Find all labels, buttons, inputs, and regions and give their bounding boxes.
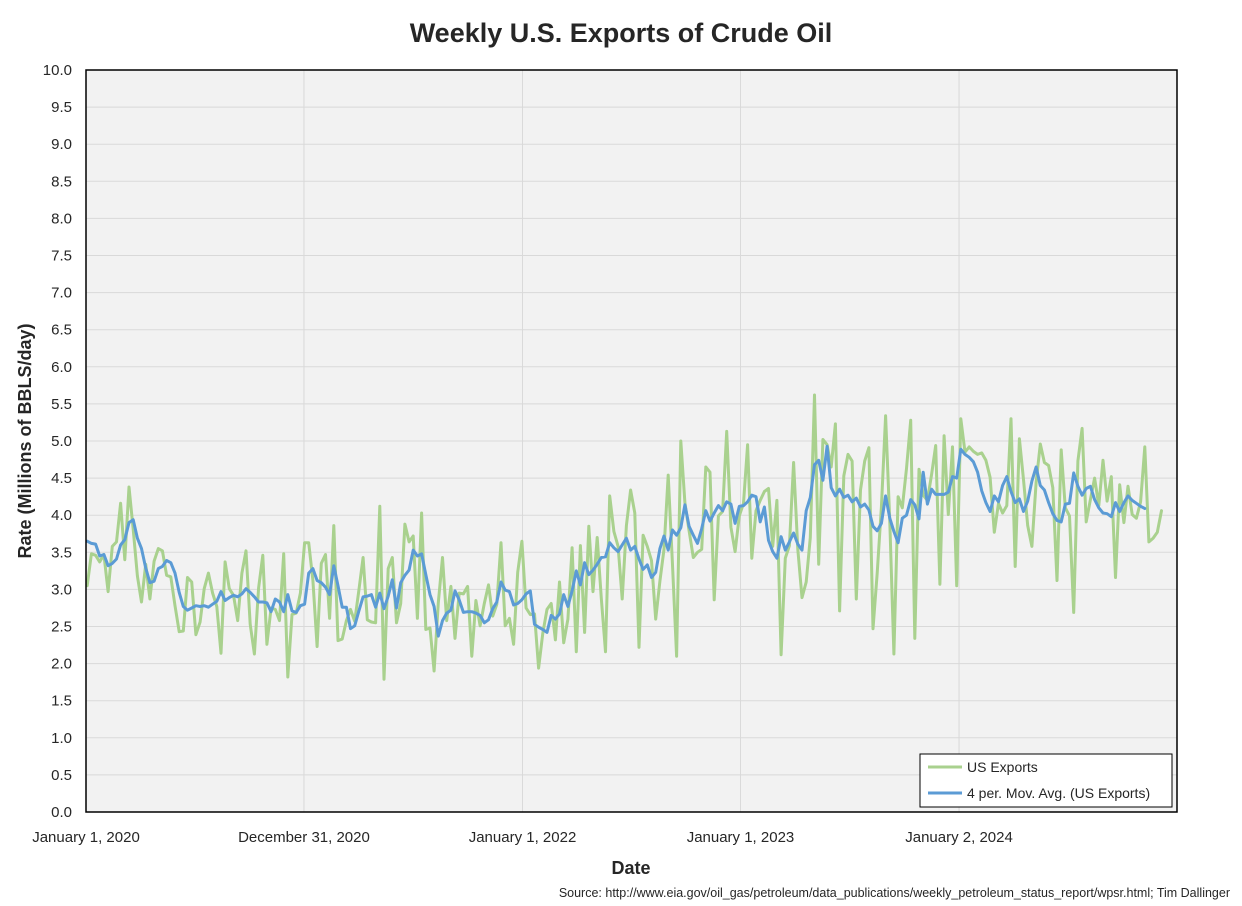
y-tick-label: 6.0 xyxy=(51,359,72,376)
y-tick-label: 8.5 xyxy=(51,173,72,190)
y-tick-label: 3.5 xyxy=(51,544,72,561)
y-tick-label: 4.5 xyxy=(51,470,72,487)
y-tick-label: 0.5 xyxy=(51,767,72,784)
y-tick-label: 4.0 xyxy=(51,507,72,524)
y-tick-label: 9.5 xyxy=(51,99,72,116)
x-tick-label: January 2, 2024 xyxy=(905,829,1013,846)
legend-box xyxy=(919,753,1173,808)
y-tick-label: 3.0 xyxy=(51,581,72,598)
y-tick-label: 10.0 xyxy=(43,62,72,79)
series-line-moving-average xyxy=(85,444,1147,638)
y-tick-label: 5.0 xyxy=(51,433,72,450)
y-tick-label: 7.0 xyxy=(51,285,72,302)
source-note: Source: http://www.eia.gov/oil_gas/petro… xyxy=(559,886,1230,900)
y-tick-label: 9.0 xyxy=(51,136,72,153)
y-tick-label: 5.5 xyxy=(51,396,72,413)
gridlines xyxy=(86,70,1177,812)
x-tick-label: December 31, 2020 xyxy=(238,829,370,846)
y-tick-label: 8.0 xyxy=(51,210,72,227)
chart-title: Weekly U.S. Exports of Crude Oil xyxy=(410,18,833,48)
y-tick-label: 6.5 xyxy=(51,322,72,339)
x-tick-label: January 1, 2022 xyxy=(469,829,577,846)
series-line-us-exports xyxy=(85,393,1163,681)
y-axis-ticks: 0.0 0.5 1.0 1.5 2.0 2.5 3.0 3.5 4.0 4.5 5.0 5.5 6.0 6… xyxy=(43,62,72,821)
legend-label-us-exports: US Exports xyxy=(967,759,1038,775)
x-axis-ticks: January 1, 2020 December 31, 2020 January … xyxy=(32,829,1013,846)
y-tick-label: 1.0 xyxy=(51,730,72,747)
x-tick-label: January 1, 2020 xyxy=(32,829,140,846)
y-tick-label: 7.5 xyxy=(51,248,72,265)
series-layer xyxy=(85,393,1163,681)
y-tick-label: 2.5 xyxy=(51,619,72,636)
y-tick-label: 1.5 xyxy=(51,693,72,710)
legend-label-moving-average: 4 per. Mov. Avg. (US Exports) xyxy=(967,785,1150,801)
x-axis-title: Date xyxy=(611,858,650,878)
y-tick-label: 0.0 xyxy=(51,804,72,821)
x-tick-label: January 1, 2023 xyxy=(687,829,795,846)
plot-border xyxy=(85,69,1178,813)
y-axis-title: Rate (Millions of BBLS/day) xyxy=(15,323,35,558)
y-tick-label: 2.0 xyxy=(51,656,72,673)
legend: US Exports 4 per. Mov. Avg. (US Exports) xyxy=(919,753,1173,808)
